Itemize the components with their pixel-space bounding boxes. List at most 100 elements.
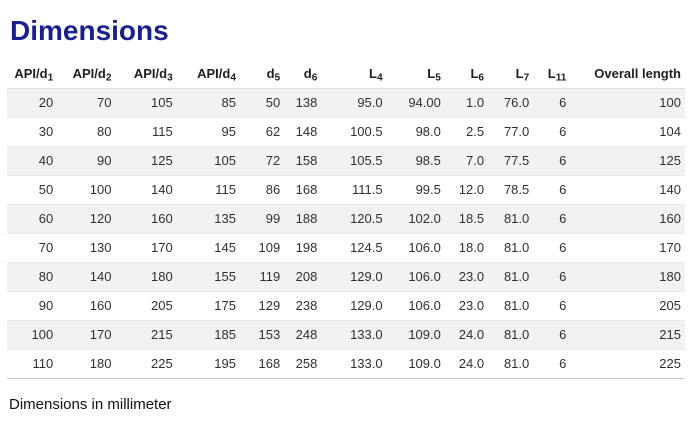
table-cell: 238 bbox=[284, 291, 322, 321]
table-cell: 105 bbox=[176, 146, 240, 176]
table-row: 60 120 160 135 99 188 120.5 102.0 18.5 81.0 6 160 bbox=[7, 204, 685, 234]
column-header-l6: L6 bbox=[444, 59, 489, 89]
table-cell: 109.0 bbox=[386, 349, 445, 379]
table-row: 40 90 125 105 72 158 105.5 98.5 7.0 77.5 6 125 bbox=[7, 146, 685, 176]
table-cell: 6 bbox=[533, 349, 571, 379]
table-cell: 12.0 bbox=[444, 175, 489, 205]
table-cell: 40 bbox=[7, 146, 58, 176]
table-cell: 50 bbox=[7, 175, 58, 205]
table-cell: 125 bbox=[115, 146, 177, 176]
table-cell: 170 bbox=[570, 233, 685, 263]
table-cell: 188 bbox=[284, 204, 322, 234]
table-cell: 105.5 bbox=[321, 146, 387, 176]
table-cell: 195 bbox=[176, 349, 240, 379]
table-cell: 120.5 bbox=[321, 204, 387, 234]
table-row: 50 100 140 115 86 168 111.5 99.5 12.0 78.5 6 140 bbox=[7, 175, 685, 205]
table-header-row: API/d1 API/d2 API/d3 API/d4 d5 d6 L4 L5 … bbox=[7, 59, 685, 89]
column-header-d5: d5 bbox=[240, 59, 285, 89]
table-cell: 168 bbox=[240, 349, 285, 379]
table-cell: 248 bbox=[284, 320, 322, 350]
table-cell: 85 bbox=[176, 88, 240, 118]
table-cell: 95.0 bbox=[321, 88, 387, 118]
table-cell: 160 bbox=[570, 204, 685, 234]
table-row: 100 170 215 185 153 248 133.0 109.0 24.0 81.0 6 215 bbox=[7, 320, 685, 350]
table-cell: 18.5 bbox=[444, 204, 489, 234]
table-cell: 215 bbox=[570, 320, 685, 350]
table-cell: 185 bbox=[176, 320, 240, 350]
table-cell: 130 bbox=[57, 233, 116, 263]
table-cell: 20 bbox=[7, 88, 58, 118]
table-row: 30 80 115 95 62 148 100.5 98.0 2.5 77.0 6 104 bbox=[7, 117, 685, 147]
table-cell: 133.0 bbox=[321, 349, 387, 379]
table-cell: 94.00 bbox=[386, 88, 445, 118]
table-cell: 86 bbox=[240, 175, 285, 205]
table-cell: 258 bbox=[284, 349, 322, 379]
column-header-d6: d6 bbox=[284, 59, 322, 89]
table-cell: 99 bbox=[240, 204, 285, 234]
table-cell: 81.0 bbox=[488, 349, 534, 379]
table-cell: 62 bbox=[240, 117, 285, 147]
table-cell: 104 bbox=[570, 117, 685, 147]
table-cell: 6 bbox=[533, 204, 571, 234]
table-cell: 180 bbox=[57, 349, 116, 379]
table-cell: 135 bbox=[176, 204, 240, 234]
table-cell: 77.5 bbox=[488, 146, 534, 176]
table-cell: 109.0 bbox=[386, 320, 445, 350]
column-header-api-d2: API/d2 bbox=[57, 59, 116, 89]
table-cell: 77.0 bbox=[488, 117, 534, 147]
table-cell: 80 bbox=[7, 262, 58, 292]
table-cell: 225 bbox=[115, 349, 177, 379]
table-cell: 18.0 bbox=[444, 233, 489, 263]
table-cell: 105 bbox=[115, 88, 177, 118]
table-cell: 6 bbox=[533, 117, 571, 147]
table-cell: 175 bbox=[176, 291, 240, 321]
table-cell: 198 bbox=[284, 233, 322, 263]
table-cell: 180 bbox=[570, 262, 685, 292]
table-cell: 120 bbox=[57, 204, 116, 234]
column-header-api-d3: API/d3 bbox=[115, 59, 177, 89]
table-row: 70 130 170 145 109 198 124.5 106.0 18.0 81.0 6 170 bbox=[7, 233, 685, 263]
table-cell: 115 bbox=[176, 175, 240, 205]
table-cell: 78.5 bbox=[488, 175, 534, 205]
table-cell: 24.0 bbox=[444, 320, 489, 350]
table-cell: 106.0 bbox=[386, 262, 445, 292]
table-cell: 102.0 bbox=[386, 204, 445, 234]
table-cell: 180 bbox=[115, 262, 177, 292]
table-cell: 81.0 bbox=[488, 320, 534, 350]
table-cell: 129.0 bbox=[321, 262, 387, 292]
table-cell: 90 bbox=[7, 291, 58, 321]
table-cell: 124.5 bbox=[321, 233, 387, 263]
column-header-api-d4: API/d4 bbox=[176, 59, 240, 89]
table-cell: 6 bbox=[533, 175, 571, 205]
table-cell: 140 bbox=[57, 262, 116, 292]
table-row: 20 70 105 85 50 138 95.0 94.00 1.0 76.0 6 100 bbox=[7, 88, 685, 118]
table-cell: 80 bbox=[57, 117, 116, 147]
table-cell: 6 bbox=[533, 146, 571, 176]
table-cell: 110 bbox=[7, 349, 58, 379]
table-cell: 129.0 bbox=[321, 291, 387, 321]
table-cell: 106.0 bbox=[386, 233, 445, 263]
table-cell: 6 bbox=[533, 320, 571, 350]
table-cell: 60 bbox=[7, 204, 58, 234]
table-cell: 129 bbox=[240, 291, 285, 321]
table-row: 80 140 180 155 119 208 129.0 106.0 23.0 81.0 6 180 bbox=[7, 262, 685, 292]
table-cell: 160 bbox=[57, 291, 116, 321]
table-cell: 106.0 bbox=[386, 291, 445, 321]
table-cell: 2.5 bbox=[444, 117, 489, 147]
table-cell: 81.0 bbox=[488, 204, 534, 234]
table-cell: 140 bbox=[115, 175, 177, 205]
table-cell: 145 bbox=[176, 233, 240, 263]
table-cell: 7.0 bbox=[444, 146, 489, 176]
table-cell: 119 bbox=[240, 262, 285, 292]
table-cell: 81.0 bbox=[488, 233, 534, 263]
table-cell: 225 bbox=[570, 349, 685, 379]
table-cell: 100 bbox=[570, 88, 685, 118]
column-header-api-d1: API/d1 bbox=[7, 59, 58, 89]
table-cell: 30 bbox=[7, 117, 58, 147]
dimensions-table: API/d1 API/d2 API/d3 API/d4 d5 d6 L4 L5 … bbox=[7, 59, 685, 379]
table-cell: 76.0 bbox=[488, 88, 534, 118]
table-cell: 81.0 bbox=[488, 291, 534, 321]
table-cell: 1.0 bbox=[444, 88, 489, 118]
table-cell: 24.0 bbox=[444, 349, 489, 379]
table-cell: 98.5 bbox=[386, 146, 445, 176]
